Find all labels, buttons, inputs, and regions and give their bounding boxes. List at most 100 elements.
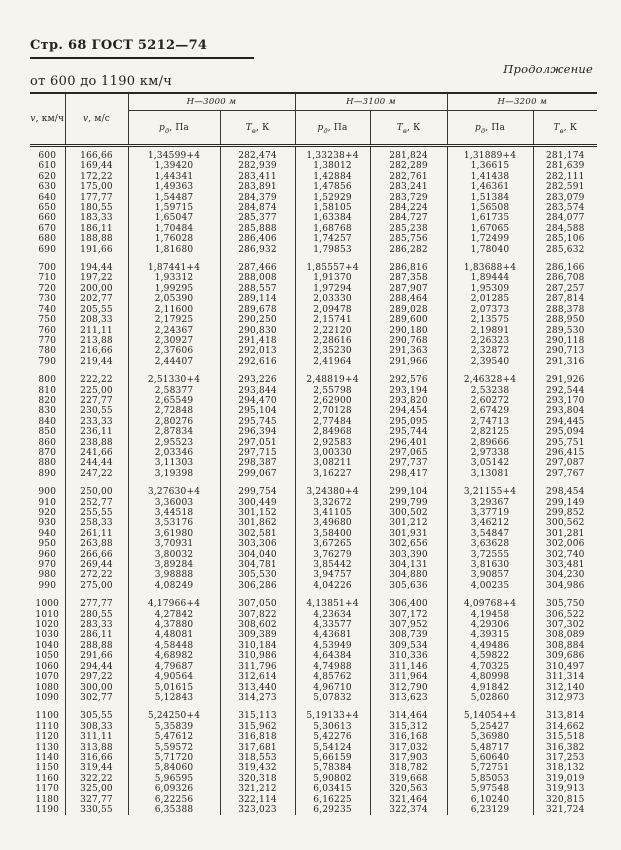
cell: 283,33 (64, 620, 128, 631)
cell: 317,032 (369, 742, 448, 753)
col-header-pd-3200: рд, Па (446, 110, 534, 147)
cell: 870 (38, 447, 57, 458)
cell: 1,63384 (294, 213, 371, 224)
table-row: 610 169,44 1,39420 282,939 1,38012 282,289 1,3… (30, 161, 598, 172)
cell: 304,131 (369, 560, 448, 571)
row-group-700: 700 194,44 1,87441+4 287,466 1,85557+4 286,81… (30, 255, 598, 368)
t-unit: , К (406, 122, 421, 133)
table-row: 1160 322,22 5,96595 320,318 5,90802 319,668 5,… (30, 773, 598, 785)
cell: 4,80998 (446, 672, 534, 683)
cell: 284,588 (532, 223, 598, 235)
table-row: 1180 327,77 6,22256 322,114 6,16225 321,464 6,… (30, 794, 598, 805)
cell: 3,08211 (294, 458, 371, 469)
cell: 285,106 (532, 234, 598, 245)
cell: 290,713 (532, 346, 598, 357)
col-header-tv-3100: Тв, К (369, 110, 448, 147)
cell: 5,01615 (127, 682, 220, 693)
cell: 286,282 (369, 244, 448, 256)
row-group-900: 900 250,00 3,27630+4 299,754 3,24380+4 299,10… (30, 479, 598, 592)
cell: 295,751 (532, 437, 598, 448)
cell: 4,17966+4 (127, 591, 220, 610)
cell: 320,318 (219, 773, 296, 785)
col-group-h3000: Н—3000 м (127, 93, 296, 111)
cell: 293,226 (219, 367, 296, 386)
table-row: 790 219,44 2,44407 292,616 2,41964 291,966 2,3… (30, 356, 598, 368)
cell: 169,44 (64, 161, 128, 172)
cell: 3,32672 (294, 497, 371, 508)
cell: 1070 (35, 672, 60, 683)
cell: 1000 (35, 599, 60, 610)
table-row: 640 177,77 1,54487 284,379 1,52929 283,729 1,5… (30, 192, 598, 204)
cell: 5,25427 (446, 721, 534, 733)
cell: 2,77484 (294, 416, 371, 428)
cell: 288,378 (532, 304, 598, 316)
cell: 1,81680 (127, 244, 220, 256)
cell: 3,13081 (446, 468, 534, 480)
row-group-800: 800 222,22 2,51330+4 293,226 2,48819+4 292,57… (30, 367, 598, 480)
cell: 305,750 (532, 591, 598, 610)
cell: 2,53238 (446, 385, 534, 396)
t-symbol: Т (396, 122, 403, 133)
cell: 3,00330 (294, 447, 371, 459)
cell: 730 (38, 294, 57, 305)
cell: 6,10240 (446, 794, 534, 805)
table-row: 720 200,00 1,99295 288,557 1,97294 287,907 1,9… (30, 283, 598, 295)
cell: 4,53949 (294, 640, 371, 652)
cell: 3,24380+4 (294, 479, 371, 498)
cell: 311,964 (369, 672, 448, 683)
table-row: 1150 319,44 5,84060 319,432 5,78384 318,782 5,… (30, 763, 598, 774)
cell: 272,22 (64, 570, 128, 581)
cell: 4,59822 (446, 651, 534, 662)
cell: 286,406 (219, 234, 296, 245)
cell: 700 (38, 263, 57, 274)
cell: 2,05390 (127, 294, 220, 305)
cell: 318,553 (219, 752, 296, 764)
cell: 307,050 (219, 591, 296, 610)
cell: 1,39420 (127, 161, 220, 172)
cell: 860 (38, 437, 57, 448)
cell: 319,668 (369, 773, 448, 785)
cell: 3,67265 (294, 539, 371, 550)
cell: 1020 (35, 620, 60, 631)
table-row: 970 269,44 3,89284 304,781 3,85442 304,131 3,8… (30, 560, 598, 571)
cell: 1,89444 (446, 273, 534, 284)
cell: 2,62900 (294, 395, 371, 407)
cell: 2,89666 (446, 437, 534, 448)
cell: 640 (38, 192, 57, 203)
table-row: 1110 308,33 5,35839 315,962 5,30613 315,312 5,… (30, 721, 598, 733)
cell: 305,530 (219, 570, 296, 581)
cell: 230,55 (64, 406, 128, 417)
cell: 298,454 (532, 479, 598, 498)
cell: 284,077 (532, 213, 598, 224)
cell: 2,82125 (446, 427, 534, 438)
cell: 319,019 (532, 773, 598, 785)
cell: 303,481 (532, 560, 598, 571)
cell: 2,35230 (294, 346, 371, 357)
cell: 312,973 (532, 692, 598, 704)
cell: 309,534 (369, 640, 448, 652)
cell: 3,53176 (127, 518, 220, 529)
cell: 4,39315 (446, 630, 534, 641)
table-row: 770 213,88 2,30927 291,418 2,28616 290,768 2,2… (30, 335, 598, 347)
cell: 310,497 (532, 661, 598, 673)
cell: 319,432 (219, 763, 296, 774)
cell: 2,44407 (127, 356, 220, 368)
cell: 305,55 (64, 703, 128, 722)
cell: 286,11 (64, 630, 128, 641)
table-row: 950 263,88 3,70931 303,306 3,67265 302,656 3,6… (30, 539, 598, 550)
cell: 5,12843 (127, 692, 220, 704)
cell: 299,149 (532, 497, 598, 508)
cell: 1,78040 (446, 244, 534, 256)
cell: 5,78384 (294, 763, 371, 774)
cell: 750 (38, 315, 57, 326)
cell: 2,67429 (446, 406, 534, 417)
cell: 298,417 (369, 468, 448, 480)
cell: 920 (38, 508, 57, 518)
cell: 318,132 (532, 763, 598, 774)
cell: 1,83688+4 (446, 255, 534, 274)
cell: 2,87834 (127, 427, 220, 438)
cell: 295,744 (369, 427, 448, 438)
cell: 291,926 (532, 367, 598, 386)
table-row: 910 252,77 3,36003 300,449 3,32672 299,799 3,2… (30, 497, 598, 508)
cell: 4,96710 (294, 682, 371, 693)
